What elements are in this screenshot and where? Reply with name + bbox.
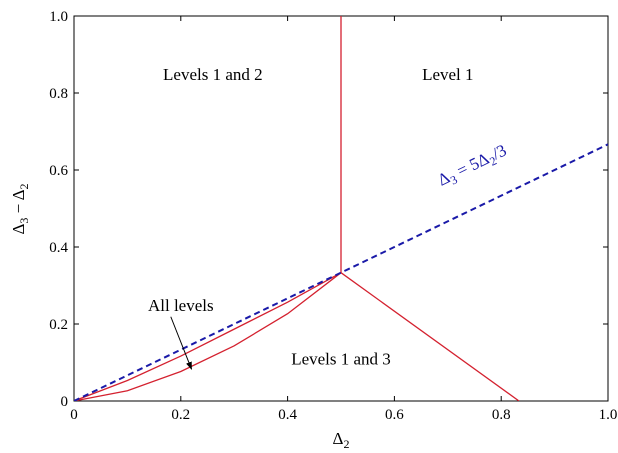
x-tick-label: 0.8 bbox=[492, 407, 511, 423]
boundary-line bbox=[340, 272, 520, 401]
y-tick-label: 0.6 bbox=[49, 163, 68, 179]
x-label-sub: 2 bbox=[343, 437, 349, 448]
y-tick-label: 0 bbox=[61, 394, 69, 410]
dashed-threshold-line bbox=[74, 143, 608, 401]
y-label-mid: − Δ bbox=[9, 189, 28, 217]
y-tick-label: 0.2 bbox=[49, 317, 68, 333]
region-label-levels-1-and-2: Levels 1 and 2 bbox=[163, 65, 263, 84]
dashed-label-sub2: 2 bbox=[487, 153, 498, 168]
region-label-levels-1-and-3: Levels 1 and 3 bbox=[291, 350, 391, 369]
x-label-delta: Δ bbox=[333, 429, 344, 448]
tick-labels: 0 0.2 0.4 0.6 0.8 1.0 0 0.2 0.4 0.6 0.8 1.0 bbox=[49, 9, 617, 423]
x-axis-label: Δ2 bbox=[333, 429, 350, 448]
dashed-line-label: Δ3 = 5Δ2/3 bbox=[435, 141, 511, 193]
x-tick-label: 0.2 bbox=[171, 407, 190, 423]
x-tick-label: 1.0 bbox=[599, 407, 618, 423]
annotation-arrow bbox=[170, 316, 192, 370]
y-label-sub3: 3 bbox=[17, 218, 31, 224]
x-tick-label: 0.6 bbox=[385, 407, 404, 423]
y-tick-label: 0.4 bbox=[49, 240, 68, 256]
boundary-line bbox=[74, 272, 342, 401]
y-tick-label: 1.0 bbox=[49, 9, 68, 25]
ticks bbox=[73, 15, 609, 402]
boundary-line bbox=[74, 272, 342, 401]
y-axis-label: Δ3 − Δ2 bbox=[9, 183, 31, 234]
dashed-label-sub3: 3 bbox=[448, 172, 459, 187]
x-tick-label: 0.4 bbox=[278, 407, 297, 423]
x-tick-label: 0 bbox=[70, 407, 78, 423]
annotation-all-levels: All levels bbox=[148, 296, 214, 315]
y-label-delta3: Δ bbox=[9, 224, 28, 235]
boundary-lines bbox=[74, 16, 520, 401]
region-label-level-1: Level 1 bbox=[422, 65, 473, 84]
y-tick-label: 0.8 bbox=[49, 86, 68, 102]
y-label-sub2: 2 bbox=[17, 183, 31, 189]
